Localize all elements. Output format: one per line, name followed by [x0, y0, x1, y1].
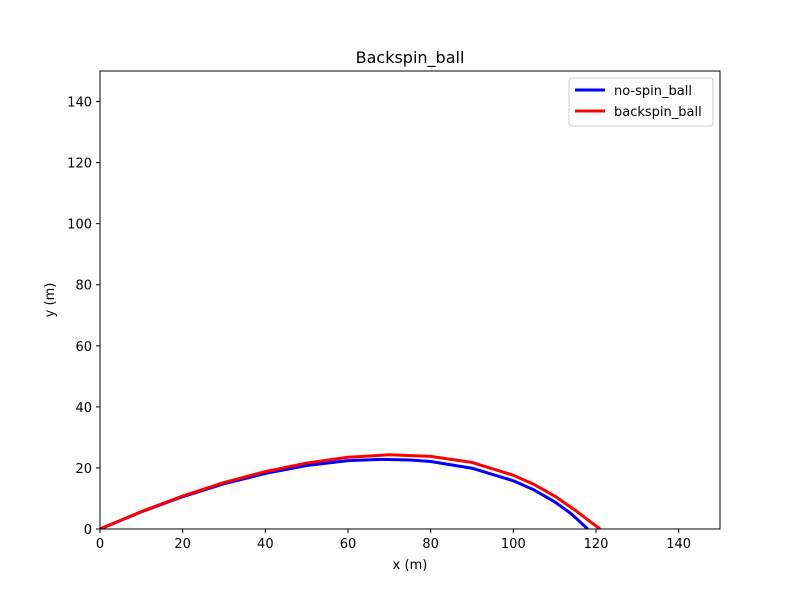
legend-label-backspin_ball: backspin_ball	[614, 105, 702, 120]
chart-title: Backspin_ball	[356, 48, 465, 68]
legend: no-spin_ball backspin_ball	[568, 77, 714, 127]
x-axis: 0 20 40 60 80 100 120 140	[96, 529, 691, 552]
y-tick-label: 0	[84, 523, 92, 538]
x-tick-label: 40	[257, 537, 274, 552]
plot-frame	[99, 70, 721, 530]
y-tick-label: 60	[75, 340, 92, 355]
y-tick-label: 120	[67, 157, 92, 172]
x-tick-label: 120	[584, 537, 609, 552]
y-tick-label: 40	[75, 401, 92, 416]
x-tick-label: 140	[666, 537, 691, 552]
x-tick-label: 100	[501, 537, 526, 552]
y-tick-label: 140	[67, 96, 92, 111]
plot-lines	[100, 453, 602, 529]
y-axis: 0 20 40 60 80 100 120 140	[67, 96, 100, 538]
legend-label-no-spin_ball: no-spin_ball	[614, 84, 692, 99]
y-tick-label: 100	[67, 218, 92, 233]
series-line-backspin_ball	[100, 453, 602, 529]
y-axis-label: y (m)	[43, 283, 58, 318]
x-tick-label: 60	[340, 537, 357, 552]
y-tick-label: 20	[75, 462, 92, 477]
y-tick-label: 80	[75, 279, 92, 294]
x-tick-label: 0	[96, 537, 104, 552]
x-tick-label: 20	[174, 537, 191, 552]
x-tick-label: 80	[422, 537, 439, 552]
x-axis-label: x (m)	[393, 558, 428, 573]
